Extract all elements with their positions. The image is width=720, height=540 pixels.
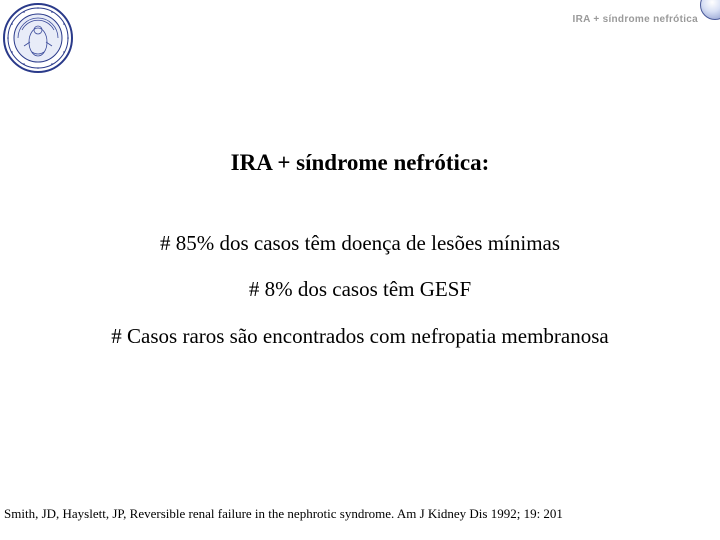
slide-title: IRA + síndrome nefrótica: xyxy=(0,150,720,176)
bullet-item: # Casos raros são encontrados com nefrop… xyxy=(0,323,720,349)
corner-ornament xyxy=(700,0,720,20)
bullet-item: # 8% dos casos têm GESF xyxy=(0,276,720,302)
institution-seal xyxy=(2,2,74,74)
citation-text: Smith, JD, Hayslett, JP, Reversible rena… xyxy=(4,506,563,522)
header-topic-label: IRA + síndrome nefrótica xyxy=(573,14,698,25)
bullet-list: # 85% dos casos têm doença de lesões mín… xyxy=(0,230,720,369)
bullet-item: # 85% dos casos têm doença de lesões mín… xyxy=(0,230,720,256)
